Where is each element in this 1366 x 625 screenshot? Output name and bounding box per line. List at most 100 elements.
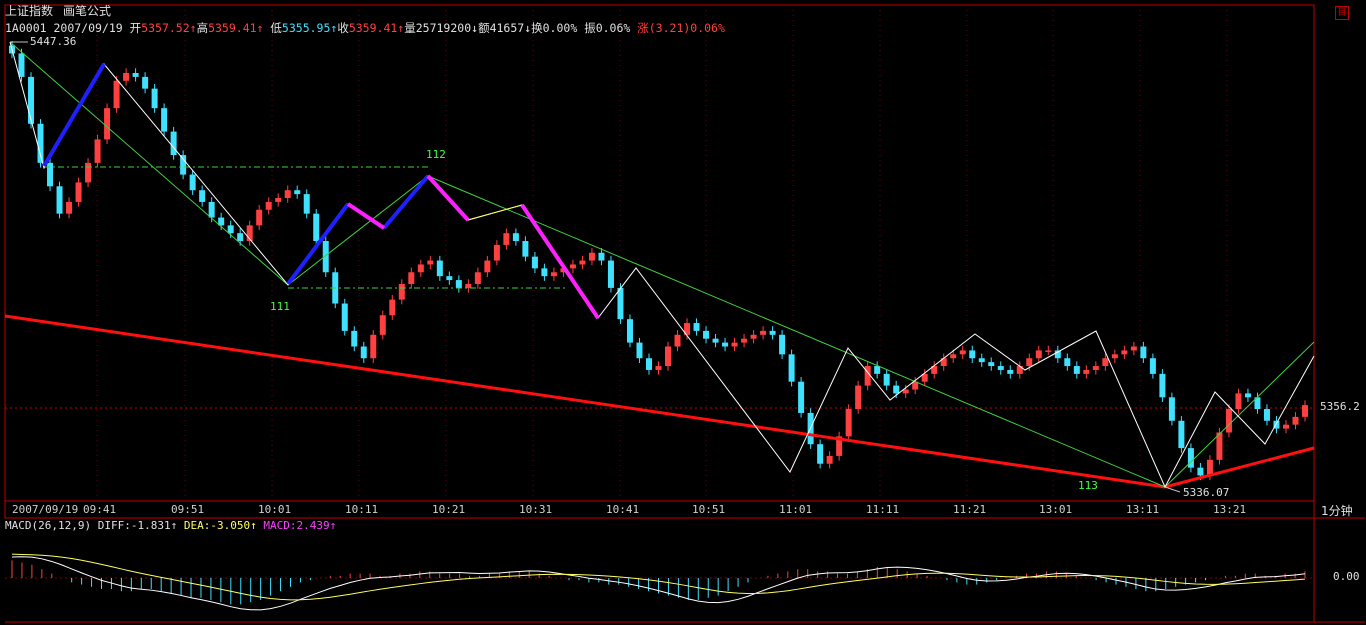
volume-value: 25719200	[415, 21, 472, 35]
candle-body	[370, 334, 377, 359]
macd-value: 2.439	[296, 519, 330, 532]
candle-body	[1073, 366, 1080, 374]
x-tick-label: 09:51	[171, 503, 205, 516]
candle-body	[199, 190, 206, 202]
stock-code: 1A0001	[5, 21, 47, 35]
candle-body	[294, 190, 301, 195]
candle-body	[1302, 405, 1308, 417]
macd-params: MACD(26,12,9)	[5, 519, 92, 532]
candle-body	[1263, 409, 1270, 421]
candle-body	[1225, 409, 1232, 433]
candle-body	[912, 381, 919, 390]
candle-body	[836, 436, 843, 456]
index-name: 上证指数	[5, 4, 54, 18]
pivot-112-label: 112	[426, 148, 446, 161]
candle-body	[988, 362, 995, 367]
candle-body	[760, 330, 767, 335]
candle-body	[874, 366, 881, 374]
x-tick-label: 2007/09/19	[12, 503, 79, 516]
x-tick-label: 09:41	[83, 503, 117, 516]
candle-body	[94, 139, 101, 163]
candle-body	[1178, 420, 1185, 449]
magenta-stroke-1	[346, 202, 386, 230]
candle-body	[427, 260, 434, 265]
macd-zero-label: 0.00	[1333, 570, 1360, 583]
candle-body	[56, 186, 63, 214]
x-tick-label: 10:11	[345, 503, 379, 516]
candle-body	[227, 225, 234, 234]
candle-body	[1083, 369, 1090, 374]
x-tick-label: 11:01	[779, 503, 813, 516]
candle-body	[722, 342, 729, 347]
amplitude-label: 振	[584, 21, 596, 35]
quote-bar: 1A0001 2007/09/19 开5357.52↑高5359.41↑ 低53…	[5, 21, 725, 35]
x-tick-label: 10:21	[432, 503, 466, 516]
candle-body	[788, 354, 795, 382]
candle-body	[484, 260, 491, 273]
candle-body	[151, 88, 158, 109]
window-corner-icon[interactable]: 目	[1335, 6, 1349, 20]
candle-body	[674, 334, 681, 347]
candle-body	[626, 319, 633, 343]
candle-body	[1254, 397, 1261, 410]
open-label: 开	[129, 21, 142, 35]
macd-label: MACD:	[263, 519, 297, 532]
candle-body	[902, 389, 909, 394]
candle-body	[75, 182, 82, 202]
candle-body	[617, 287, 624, 320]
candle-body	[1016, 366, 1023, 374]
candle-body	[645, 358, 652, 370]
diff-value: -1.831	[130, 519, 171, 532]
candle-body	[1149, 358, 1156, 374]
candle-body	[712, 338, 719, 343]
candle-body	[474, 272, 481, 284]
candle-body	[85, 162, 92, 183]
x-tick-label: 10:51	[692, 503, 726, 516]
candle-body	[303, 194, 310, 214]
min-price-label: 5336.07	[1183, 486, 1230, 499]
close-value: 5359.41	[348, 21, 398, 35]
support-levels	[44, 166, 565, 289]
stroke-segments	[42, 62, 600, 320]
candle-body	[28, 76, 35, 124]
x-tick-label: 13:21	[1213, 503, 1247, 516]
candle-body	[931, 366, 938, 374]
candle-body	[541, 268, 548, 277]
candle-body	[579, 260, 586, 265]
change-value: (3.21)0.06%	[648, 21, 725, 35]
candle-body	[37, 123, 44, 163]
trend-red-short	[1164, 446, 1315, 489]
candle-body	[569, 264, 576, 269]
candle-body	[1292, 416, 1299, 425]
low-label: 低	[270, 21, 282, 35]
candle-body	[798, 381, 805, 413]
candle-body	[18, 53, 25, 77]
x-tick-label: 11:21	[953, 503, 987, 516]
turnover-label: 换	[531, 21, 543, 35]
candle-body	[1111, 354, 1118, 359]
candle-body	[665, 346, 672, 367]
candle-body	[379, 315, 386, 335]
candle-body	[246, 225, 253, 242]
candle-body	[1159, 373, 1166, 398]
candle-body	[969, 350, 976, 359]
period-button[interactable]: 1分钟	[1321, 504, 1353, 518]
candle-body	[284, 190, 291, 199]
trend-red-long	[4, 314, 1166, 489]
candle-body	[161, 108, 168, 132]
candle-body	[123, 72, 130, 81]
candle-body	[1140, 346, 1147, 359]
low-value: 5355.95	[281, 21, 331, 35]
candle-body	[322, 241, 329, 273]
candle-body	[275, 198, 282, 202]
candle-body	[560, 268, 567, 273]
candle-body	[66, 201, 73, 214]
candle-body	[1102, 358, 1109, 367]
dea-value: -3.050	[210, 519, 251, 532]
candle-body	[1216, 432, 1223, 460]
candle-body	[531, 256, 538, 269]
candle-body	[493, 244, 500, 261]
candle-body	[180, 155, 187, 175]
change-label: 涨	[637, 21, 649, 35]
